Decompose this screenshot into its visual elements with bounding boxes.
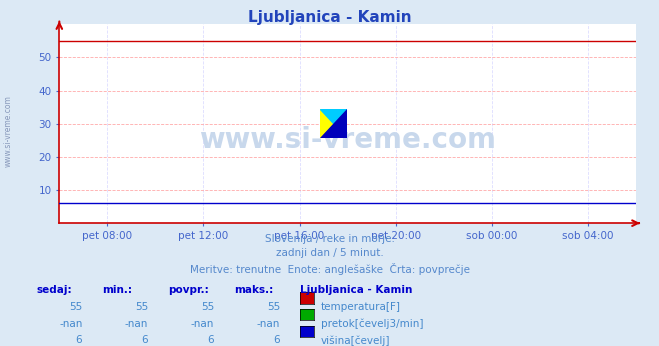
Text: maks.:: maks.: <box>234 285 273 295</box>
Text: -nan: -nan <box>191 319 214 329</box>
Text: 6: 6 <box>273 335 280 345</box>
Text: zadnji dan / 5 minut.: zadnji dan / 5 minut. <box>275 248 384 258</box>
Text: 55: 55 <box>135 302 148 312</box>
Text: višina[čevelj]: višina[čevelj] <box>321 335 390 346</box>
Text: www.si-vreme.com: www.si-vreme.com <box>199 126 496 154</box>
Text: 6: 6 <box>208 335 214 345</box>
Text: www.si-vreme.com: www.si-vreme.com <box>3 95 13 167</box>
Text: sedaj:: sedaj: <box>36 285 72 295</box>
Text: Slovenija / reke in morje.: Slovenija / reke in morje. <box>264 234 395 244</box>
Text: -nan: -nan <box>59 319 82 329</box>
Text: Ljubljanica - Kamin: Ljubljanica - Kamin <box>300 285 413 295</box>
Text: Meritve: trenutne  Enote: anglešaške  Črta: povprečje: Meritve: trenutne Enote: anglešaške Črta… <box>190 263 469 275</box>
Polygon shape <box>320 109 347 138</box>
Text: 6: 6 <box>76 335 82 345</box>
Text: temperatura[F]: temperatura[F] <box>321 302 401 312</box>
Text: -nan: -nan <box>125 319 148 329</box>
Text: povpr.:: povpr.: <box>168 285 209 295</box>
Text: min.:: min.: <box>102 285 132 295</box>
Text: -nan: -nan <box>257 319 280 329</box>
Text: pretok[čevelj3/min]: pretok[čevelj3/min] <box>321 319 424 329</box>
Text: 55: 55 <box>69 302 82 312</box>
Text: Ljubljanica - Kamin: Ljubljanica - Kamin <box>248 10 411 25</box>
Polygon shape <box>320 109 347 138</box>
Text: 6: 6 <box>142 335 148 345</box>
Polygon shape <box>320 109 347 138</box>
Text: 55: 55 <box>267 302 280 312</box>
Text: 55: 55 <box>201 302 214 312</box>
